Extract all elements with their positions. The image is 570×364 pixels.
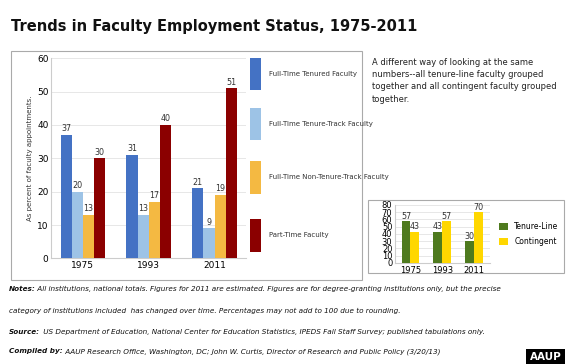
- FancyBboxPatch shape: [250, 108, 261, 140]
- Text: Source:: Source:: [9, 329, 39, 335]
- Text: 17: 17: [149, 191, 160, 200]
- Text: 70: 70: [474, 203, 484, 212]
- Text: Compiled by:: Compiled by:: [9, 348, 62, 354]
- Bar: [149, 202, 160, 258]
- Text: 40: 40: [161, 114, 170, 123]
- Text: 57: 57: [401, 212, 411, 221]
- FancyBboxPatch shape: [250, 219, 261, 252]
- Bar: [137, 215, 149, 258]
- Text: 13: 13: [84, 205, 93, 213]
- Bar: [433, 232, 442, 263]
- Bar: [474, 212, 483, 263]
- Text: 30: 30: [95, 148, 105, 157]
- Text: 37: 37: [61, 124, 71, 133]
- Text: 19: 19: [215, 185, 225, 193]
- Text: Part-Time Faculty: Part-Time Faculty: [269, 233, 328, 238]
- Text: Full-Time Tenured Faculty: Full-Time Tenured Faculty: [269, 71, 357, 77]
- Text: 21: 21: [193, 178, 203, 187]
- Bar: [60, 135, 72, 258]
- Text: Full-Time Non-Tenure-Track Faculty: Full-Time Non-Tenure-Track Faculty: [269, 174, 389, 181]
- Text: 13: 13: [138, 205, 148, 213]
- Text: category of institutions included  has changed over time. Percentages may not ad: category of institutions included has ch…: [9, 308, 400, 314]
- Bar: [226, 88, 237, 258]
- Text: Full-Time Tenure-Track Faculty: Full-Time Tenure-Track Faculty: [269, 121, 373, 127]
- FancyBboxPatch shape: [250, 58, 261, 90]
- Text: 30: 30: [465, 232, 475, 241]
- Bar: [192, 189, 203, 258]
- Bar: [127, 155, 137, 258]
- Y-axis label: As percent of faculty appointments.: As percent of faculty appointments.: [27, 96, 33, 221]
- Bar: [160, 125, 171, 258]
- Bar: [215, 195, 226, 258]
- Bar: [94, 158, 105, 258]
- Text: 57: 57: [442, 212, 452, 221]
- Text: 51: 51: [226, 78, 237, 87]
- Text: 9: 9: [206, 218, 211, 227]
- Legend: Tenure-Line, Contingent: Tenure-Line, Contingent: [498, 221, 559, 247]
- Text: All institutions, national totals. Figures for 2011 are estimated. Figures are f: All institutions, national totals. Figur…: [35, 285, 500, 292]
- Text: 20: 20: [72, 181, 83, 190]
- Text: 43: 43: [410, 222, 420, 231]
- Bar: [203, 229, 215, 258]
- FancyBboxPatch shape: [250, 161, 261, 194]
- Text: Trends in Faculty Employment Status, 1975-2011: Trends in Faculty Employment Status, 197…: [11, 19, 418, 33]
- Bar: [83, 215, 94, 258]
- Text: Notes:: Notes:: [9, 285, 35, 292]
- Bar: [465, 241, 474, 263]
- Bar: [410, 232, 420, 263]
- Bar: [442, 221, 451, 263]
- Text: AAUP Research Office, Washington, DC; John W. Curtis, Director of Research and P: AAUP Research Office, Washington, DC; Jo…: [63, 348, 440, 355]
- Bar: [72, 192, 83, 258]
- Bar: [401, 221, 410, 263]
- Text: 31: 31: [127, 145, 137, 153]
- Text: AAUP: AAUP: [530, 352, 561, 363]
- Text: US Department of Education, National Center for Education Statistics, IPEDS Fall: US Department of Education, National Cen…: [41, 329, 485, 335]
- Text: A different way of looking at the same
numbers--all tenure-line faculty grouped
: A different way of looking at the same n…: [372, 58, 556, 103]
- Text: 43: 43: [433, 222, 443, 231]
